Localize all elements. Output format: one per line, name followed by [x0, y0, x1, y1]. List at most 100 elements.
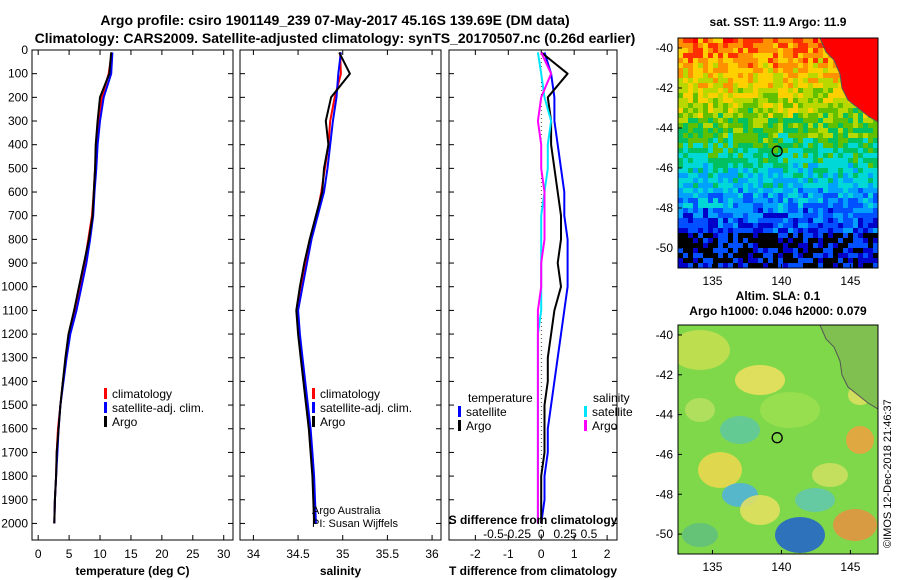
sst-cell: [743, 58, 748, 63]
sst-cell: [768, 243, 773, 248]
sst-cell: [733, 213, 738, 218]
sst-cell: [758, 193, 763, 198]
sst-cell: [708, 258, 713, 263]
sst-cell: [678, 238, 683, 243]
map-y-tick-label: -50: [656, 241, 674, 255]
sst-cell: [778, 93, 783, 98]
sst-cell: [733, 118, 738, 123]
sst-cell: [793, 208, 798, 213]
sst-cell: [818, 138, 823, 143]
sst-cell: [793, 143, 798, 148]
sst-cell: [833, 193, 838, 198]
sst-cell: [728, 188, 733, 193]
sst-cell: [828, 113, 833, 118]
sst-cell: [798, 68, 803, 73]
x-tick-label: 0: [35, 547, 42, 561]
sst-cell: [818, 233, 823, 238]
sst-cell: [848, 118, 853, 123]
sst-cell: [703, 263, 708, 268]
sst-cell: [813, 253, 818, 258]
sst-cell: [858, 253, 863, 258]
sst-cell: [838, 103, 843, 108]
sst-cell: [838, 258, 843, 263]
sst-cell: [688, 158, 693, 163]
sst-cell: [723, 73, 728, 78]
sst-cell: [698, 188, 703, 193]
sst-cell: [758, 83, 763, 88]
sst-cell: [768, 143, 773, 148]
sst-cell: [793, 148, 798, 153]
sst-cell: [808, 108, 813, 113]
sst-cell: [788, 108, 793, 113]
sst-cell: [823, 133, 828, 138]
sst-cell: [828, 93, 833, 98]
sst-cell: [743, 78, 748, 83]
map-x-tick-label: 145: [840, 560, 860, 574]
sst-cell: [793, 258, 798, 263]
sst-cell: [828, 133, 833, 138]
sst-cell: [778, 243, 783, 248]
sst-cell: [753, 158, 758, 163]
sst-cell: [698, 208, 703, 213]
sst-cell: [843, 138, 848, 143]
sst-cell: [743, 63, 748, 68]
sst-cell: [813, 163, 818, 168]
sst-cell: [678, 63, 683, 68]
sst-cell: [763, 68, 768, 73]
sst-cell: [758, 123, 763, 128]
sst-cell: [808, 218, 813, 223]
sst-cell: [698, 243, 703, 248]
map-y-tick-label: -42: [656, 81, 674, 95]
sst-cell: [773, 198, 778, 203]
sst-cell: [728, 233, 733, 238]
sst-cell: [838, 113, 843, 118]
sst-cell: [858, 213, 863, 218]
sst-cell: [788, 178, 793, 183]
sst-cell: [773, 43, 778, 48]
sst-cell: [798, 118, 803, 123]
sst-cell: [848, 143, 853, 148]
sst-cell: [818, 143, 823, 148]
sst-cell: [808, 173, 813, 178]
sst-cell: [683, 58, 688, 63]
sst-cell: [778, 133, 783, 138]
sst-cell: [763, 248, 768, 253]
sst-cell: [823, 238, 828, 243]
sst-cell: [833, 93, 838, 98]
sst-cell: [843, 173, 848, 178]
sst-cell: [723, 163, 728, 168]
sst-cell: [688, 173, 693, 178]
sst-cell: [698, 233, 703, 238]
sst-cell: [713, 138, 718, 143]
sst-cell: [748, 58, 753, 63]
sst-cell: [678, 58, 683, 63]
sst-cell: [738, 148, 743, 153]
sst-cell: [723, 98, 728, 103]
sst-cell: [833, 238, 838, 243]
sst-cell: [748, 43, 753, 48]
sst-cell: [788, 128, 793, 133]
sst-cell: [718, 158, 723, 163]
sst-cell: [823, 138, 828, 143]
sst-cell: [728, 263, 733, 268]
y-tick-label: 1900: [1, 493, 28, 507]
sst-cell: [873, 203, 878, 208]
sst-cell: [798, 173, 803, 178]
land-outline: [819, 38, 878, 123]
sst-cell: [873, 263, 878, 268]
sst-cell: [818, 208, 823, 213]
sst-cell: [753, 203, 758, 208]
sst-cell: [733, 168, 738, 173]
y-tick-label: 1500: [1, 398, 28, 412]
sst-cell: [788, 43, 793, 48]
sst-cell: [823, 258, 828, 263]
sst-cell: [788, 73, 793, 78]
sst-cell: [743, 158, 748, 163]
map-y-tick-label: -42: [656, 368, 674, 382]
sst-cell: [753, 238, 758, 243]
sst-cell: [713, 113, 718, 118]
sst-cell: [738, 78, 743, 83]
sst-cell: [838, 253, 843, 258]
sst-cell: [688, 253, 693, 258]
